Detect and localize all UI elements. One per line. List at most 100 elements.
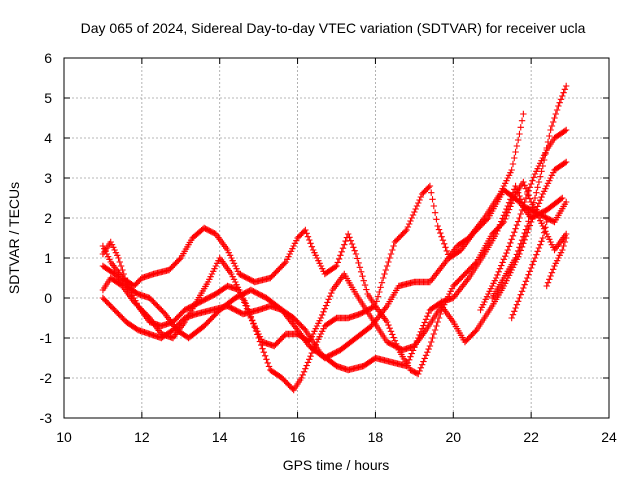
data-point [547, 272, 554, 280]
data-point [531, 254, 539, 262]
data-point [533, 251, 540, 258]
data-point [538, 193, 545, 201]
data-point [333, 262, 340, 270]
data-point [492, 274, 500, 282]
data-point [421, 355, 428, 362]
series-track-9 [543, 234, 570, 290]
data-point [501, 209, 509, 216]
data-point [381, 270, 388, 278]
y-axis: -3 -2 -1 0 1 2 3 4 5 6 [40, 50, 609, 426]
chart-title: Day 065 of 2024, Sidereal Day-to-day VTE… [81, 20, 586, 36]
data-point [411, 208, 418, 216]
data-point [242, 302, 249, 309]
data-point [426, 182, 434, 190]
data-point [531, 209, 539, 216]
data-point [511, 308, 518, 315]
data-point [494, 227, 501, 235]
data-point [513, 301, 521, 308]
data-point [245, 308, 252, 315]
data-point [359, 273, 366, 280]
data-point [357, 268, 365, 275]
data-point [522, 194, 530, 202]
data-point [526, 213, 534, 220]
data-point [511, 154, 518, 162]
series-track-8 [508, 218, 550, 322]
data-point [517, 291, 524, 298]
data-point [517, 196, 524, 203]
data-point [325, 296, 332, 303]
data-point [527, 264, 535, 272]
data-point [265, 363, 273, 370]
data-point [509, 232, 517, 239]
data-point [505, 243, 513, 250]
data-point [504, 246, 511, 254]
data-point [303, 362, 310, 369]
data-point [472, 328, 479, 335]
data-point [521, 198, 528, 206]
series-track-4 [99, 158, 570, 354]
data-point [441, 240, 448, 247]
data-point [405, 356, 413, 363]
data-point [260, 349, 268, 356]
data-point [526, 184, 534, 191]
data-point [530, 212, 537, 219]
data-point [408, 214, 415, 222]
data-point [508, 314, 515, 322]
data-point [351, 247, 358, 254]
data-point [520, 110, 527, 118]
data-point [322, 302, 330, 309]
data-point [516, 130, 523, 138]
data-point [527, 180, 535, 188]
data-point [529, 177, 536, 184]
data-point [525, 218, 532, 225]
data-point [520, 202, 527, 210]
data-point [429, 334, 436, 342]
data-point [512, 304, 519, 312]
data-point [500, 212, 508, 219]
data-point [561, 159, 569, 167]
data-point [509, 160, 517, 168]
data-point [431, 326, 439, 334]
data-point [176, 256, 183, 263]
data-point [542, 224, 549, 231]
data-point [512, 148, 519, 156]
data-point [521, 281, 528, 288]
data-point [540, 229, 548, 236]
data-point [520, 178, 527, 186]
data-point [538, 238, 545, 245]
data-point [546, 132, 553, 140]
data-point [417, 193, 425, 201]
data-point [339, 245, 347, 252]
data-point [430, 202, 438, 210]
data-point [514, 218, 522, 225]
data-point [513, 142, 521, 150]
data-point [503, 205, 510, 213]
data-point [439, 237, 447, 244]
data-point [347, 237, 354, 244]
data-point [300, 368, 308, 375]
data-point [496, 265, 504, 272]
data-point [537, 241, 544, 248]
data-point [386, 325, 393, 332]
data-point [560, 242, 567, 250]
data-point [557, 195, 565, 203]
data-point [360, 277, 367, 284]
data-point [348, 240, 356, 248]
data-point [304, 359, 312, 366]
data-point [422, 352, 430, 359]
data-point [507, 196, 514, 203]
data-point [338, 248, 345, 255]
data-point [507, 239, 514, 247]
data-point [501, 253, 509, 260]
data-point [389, 246, 396, 254]
data-point [302, 226, 309, 234]
data-point [382, 266, 390, 274]
data-point [562, 126, 570, 134]
y-tick-label: 0 [44, 290, 52, 306]
series-track-5 [99, 110, 527, 362]
data-point [356, 264, 364, 271]
data-point [514, 298, 522, 305]
data-point [385, 321, 392, 329]
data-point [518, 206, 526, 214]
data-point [438, 233, 445, 240]
